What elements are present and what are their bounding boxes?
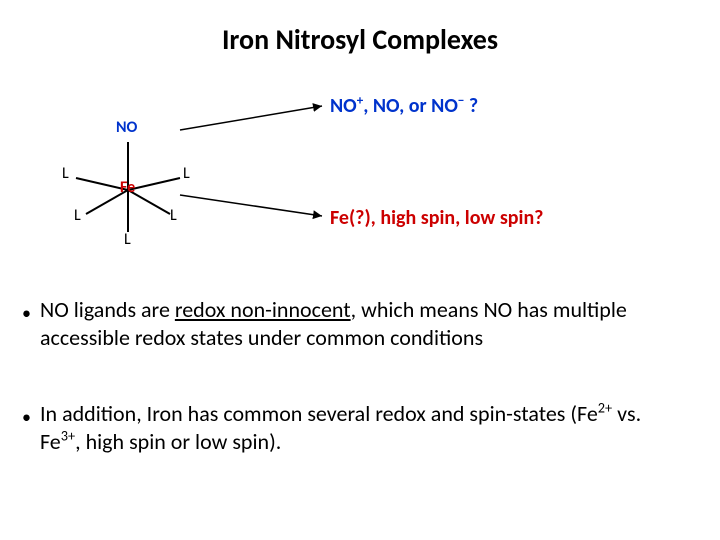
- bullet-dot-icon: •: [22, 302, 31, 325]
- bullet-1: • NO ligands are redox non-innocent, whi…: [40, 296, 680, 351]
- arrows-svg: [0, 0, 720, 540]
- bullet-2-text: In addition, Iron has common several red…: [40, 400, 641, 455]
- slide: Iron Nitrosyl Complexes NO+, NO, or NO− …: [0, 0, 720, 540]
- bullet-2: • In addition, Iron has common several r…: [40, 400, 680, 455]
- bullet-1-text: NO ligands are redox non-innocent, which…: [40, 296, 627, 351]
- bullet-dot-icon: •: [22, 406, 31, 429]
